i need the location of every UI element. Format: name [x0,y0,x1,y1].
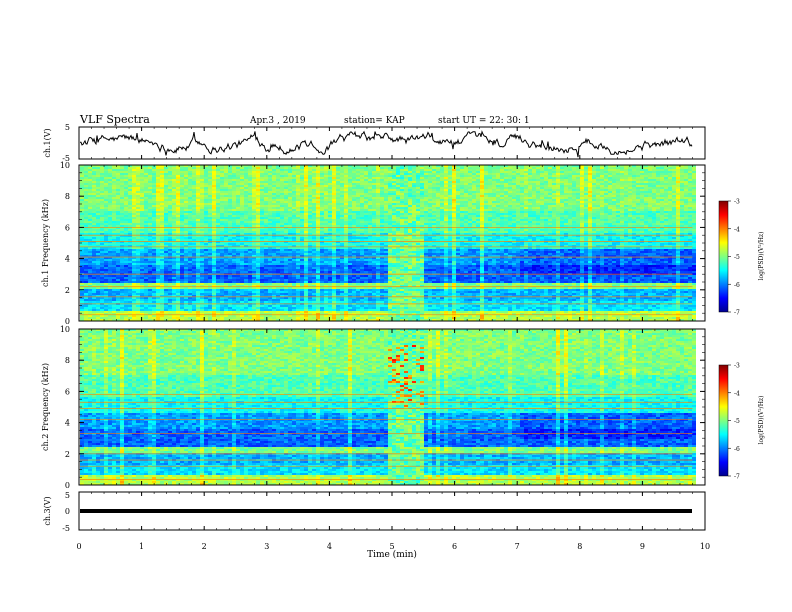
spectrogram-ytick-label: 2 [65,450,70,459]
spectrogram-ytick-label: 0 [65,481,70,490]
ch1-voltage-ylabel: ch.1(V) [43,128,52,157]
colorbar-tick-label: -7 [734,310,740,317]
ch1-spectrogram-ylabel: ch.1 Frequency (kHz) [41,199,50,287]
spectrogram-ytick-label: 10 [60,161,70,170]
x-tick-label: 6 [452,542,457,551]
x-tick-label: 10 [700,542,710,551]
ch1-ytick-bottom: -5 [62,154,70,163]
x-axis-ticks: 0 1 2 3 4 5 6 7 8 9 10 [76,127,710,551]
colorbar-tick-label: -3 [734,199,740,206]
figure-start-time: start UT = 22: 30: 1 [438,116,530,126]
ch1-colorbar-label: log(PSD)(V²/Hz) [758,232,765,281]
figure-date: Apr.3 , 2019 [249,116,306,126]
colorbar-tick-label: -6 [734,446,740,453]
colorbar-tick-label: -6 [734,282,740,289]
ch3-voltage-panel: 5 0 -5 ch.3(V) [43,491,706,533]
x-tick-label: 8 [577,542,582,551]
spectrogram-ytick-label: 10 [60,325,70,334]
ch1-spectrogram-image [80,165,696,322]
spectrogram-ytick-label: 0 [65,317,70,326]
x-axis-label: Time (min) [367,549,417,560]
colorbar-tick-label: -7 [734,474,740,481]
ch1-spectrogram-panel: 10 8 6 4 2 0 ch.1 Frequency (kHz) [41,161,706,326]
spectrogram-ytick-label: 4 [65,255,70,264]
colorbar-tick-label: -4 [734,390,740,397]
figure-station: station= KAP [344,116,405,126]
ch2-spectrogram-ylabel: ch.2 Frequency (kHz) [41,363,50,451]
ch2-colorbar-ramp [718,364,729,477]
spectrogram-ytick-label: 8 [65,356,70,365]
spectrogram-ytick-label: 6 [65,387,70,396]
x-tick-label: 5 [389,542,394,551]
colorbar-tick-label: -4 [734,226,740,233]
ch3-ytick-mid: 0 [65,507,70,516]
x-tick-label: 7 [515,542,520,551]
ch2-spectrogram-panel: 10 8 6 4 2 0 ch.2 Frequency (kHz) [41,325,706,490]
ch1-voltage-trace [80,130,693,158]
ch2-spectrogram-image [80,329,696,486]
ch3-voltage-ylabel: ch.3(V) [43,496,52,525]
ch1-colorbar: -3 -4 -5 -6 -7 log(PSD)(V²/Hz) [718,199,765,317]
colorbar-tick-label: -3 [734,363,740,370]
ch1-voltage-panel: 5 -5 ch.1(V) [43,123,706,163]
spectrogram-ytick-label: 4 [65,419,70,428]
x-tick-label: 0 [76,542,81,551]
x-tick-label: 3 [264,542,269,551]
ch1-colorbar-ramp [718,200,729,313]
ch3-ytick-top: 5 [65,491,70,500]
x-tick-label: 9 [640,542,645,551]
x-tick-label: 2 [202,542,207,551]
spectrogram-ytick-label: 2 [65,286,70,295]
ch3-ytick-bottom: -5 [62,524,70,533]
ch1-ytick-top: 5 [65,123,70,132]
ch2-colorbar: -3 -4 -5 -6 -7 log(PSD)(V²/Hz) [718,363,765,481]
colorbar-tick-label: -5 [734,418,740,425]
x-tick-label: 1 [139,542,144,551]
ch2-colorbar-label: log(PSD)(V²/Hz) [758,396,765,445]
spectrogram-ytick-label: 6 [65,223,70,232]
figure-title: VLF Spectra [79,113,150,126]
x-tick-label: 4 [327,542,332,551]
spectrogram-ytick-label: 8 [65,192,70,201]
colorbar-tick-label: -5 [734,254,740,261]
